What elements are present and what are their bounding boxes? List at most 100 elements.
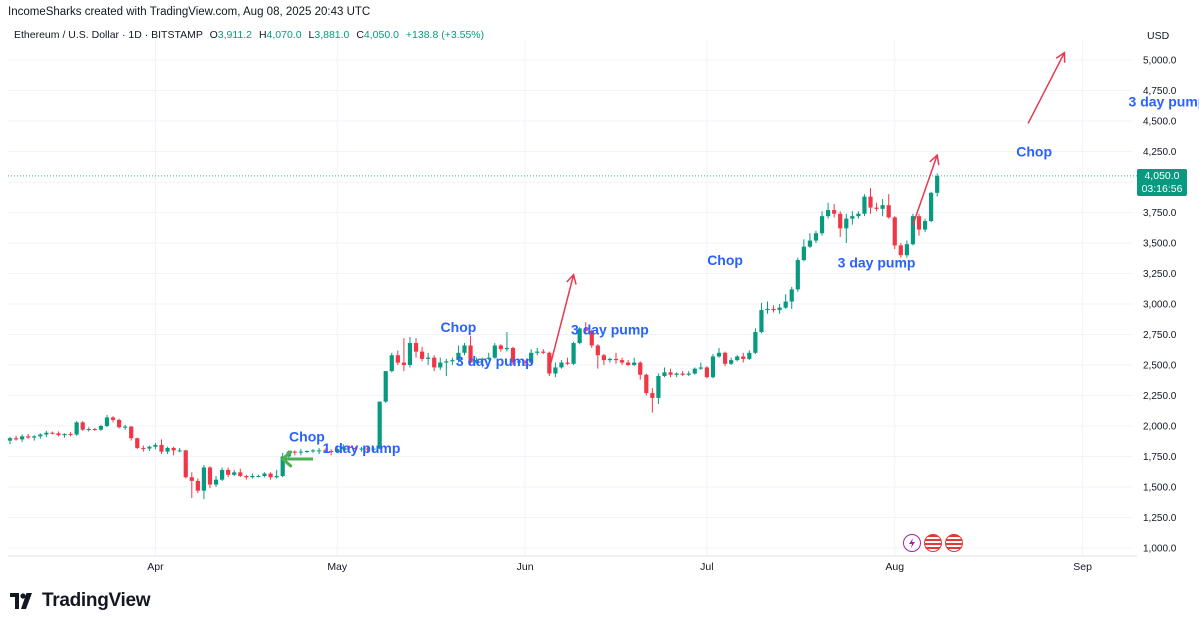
candle-up: [462, 345, 467, 353]
low-label: L: [308, 29, 315, 41]
axes: 1,000.0 1,250.0 1,500.0 1,750.0 2,000.0 2,250…: [8, 56, 1177, 573]
y-tick-label: 1,000.0: [1143, 544, 1177, 555]
tradingview-logo[interactable]: TradingView: [10, 590, 151, 612]
candle-up: [571, 343, 576, 364]
candle-up: [316, 450, 322, 452]
symbol-name[interactable]: Ethereum / U.S. Dollar · 1D · BITSTAMP: [14, 29, 203, 41]
candle-down: [601, 355, 606, 361]
candles: [7, 173, 940, 500]
tradingview-wordmark: TradingView: [42, 590, 151, 611]
candle-up: [389, 355, 394, 372]
candle-down: [704, 367, 709, 378]
candle-up: [922, 221, 928, 230]
last-price-badge: 4,050.0 03:16:56: [1137, 169, 1187, 196]
candle-up: [201, 467, 207, 491]
y-tick-label: 2,500.0: [1143, 361, 1177, 372]
candle-up: [783, 301, 788, 308]
candle-down: [832, 210, 837, 214]
candle-down: [741, 356, 746, 359]
candle-down: [68, 433, 73, 435]
candle-up: [535, 351, 540, 353]
candle-down: [838, 213, 843, 229]
candle-down: [401, 362, 406, 365]
candle-down: [171, 447, 176, 451]
candle-down: [116, 419, 122, 428]
candle-up: [674, 373, 679, 375]
high-value: 4,070.0: [266, 29, 302, 41]
candle-down: [92, 429, 97, 431]
candle-up: [177, 450, 182, 452]
us-flag-icon[interactable]: [924, 534, 942, 552]
candle-down: [583, 328, 588, 331]
candle-down: [129, 426, 134, 439]
candle-down: [110, 417, 116, 420]
candle-up: [692, 368, 697, 374]
candle-up: [716, 352, 722, 357]
candle-down: [244, 476, 249, 478]
candle-up: [765, 308, 770, 311]
candle-up: [123, 426, 128, 428]
x-tick-label: Jul: [700, 561, 713, 573]
candle-down: [323, 450, 328, 452]
lightning-icon[interactable]: [903, 534, 921, 552]
candle-up: [753, 332, 758, 353]
candle-up: [147, 446, 152, 449]
candle-up: [929, 192, 934, 222]
candle-up: [262, 473, 267, 477]
candle-down: [589, 330, 594, 346]
symbol-legend: Ethereum / U.S. Dollar · 1D · BITSTAMP O…: [14, 29, 484, 41]
candle-up: [729, 360, 734, 364]
candle-up: [86, 429, 91, 431]
candle-up: [371, 448, 376, 450]
candle-up: [529, 352, 534, 363]
candle-down: [207, 467, 213, 485]
candle-up: [813, 233, 819, 241]
y-tick-label: 3,500.0: [1143, 239, 1177, 250]
y-tick-label: 3,250.0: [1143, 269, 1177, 280]
low-value: 3,881.0: [314, 29, 350, 41]
last-price: 4,050.0: [1144, 170, 1180, 182]
candle-down: [619, 360, 625, 363]
y-tick-label: 5,000.0: [1143, 56, 1177, 67]
candle-down: [56, 433, 61, 436]
candle-up: [474, 360, 479, 363]
candle-up: [844, 218, 849, 229]
annotation-label: 3 day pump: [571, 322, 649, 338]
candle-down: [523, 361, 528, 363]
annotation-label: Chop: [441, 319, 477, 335]
candle-up: [274, 476, 279, 478]
candle-up: [74, 422, 79, 435]
event-icons: [903, 534, 963, 552]
candle-down: [468, 345, 473, 363]
candle-down: [135, 438, 140, 448]
candle-up: [298, 451, 303, 453]
candle-up: [516, 361, 522, 363]
candle-down: [26, 436, 31, 438]
candle-up: [777, 307, 782, 311]
candle-down: [668, 372, 673, 375]
trend-arrow-head: [929, 153, 940, 166]
currency-label[interactable]: USD: [1147, 30, 1170, 42]
y-tick-label: 3,000.0: [1143, 300, 1177, 311]
candle-up: [480, 358, 485, 361]
candle-down: [329, 451, 334, 453]
high-label: H: [258, 29, 267, 41]
candle-up: [735, 356, 740, 361]
candle-down: [510, 347, 516, 363]
candle-up: [698, 367, 703, 369]
x-tick-label: May: [327, 561, 348, 573]
annotation-label: 3 day pump: [1129, 93, 1199, 109]
x-tick-label: Aug: [885, 561, 904, 573]
candle-up: [153, 444, 158, 447]
us-flag-icon[interactable]: [945, 534, 963, 552]
chart-attribution: IncomeSharks created with TradingView.co…: [8, 6, 371, 18]
candle-down: [292, 451, 297, 453]
candle-up: [607, 358, 613, 361]
candle-down: [771, 308, 776, 311]
candle-up: [710, 356, 716, 378]
candle-up: [280, 456, 285, 477]
candle-down: [365, 448, 370, 450]
y-tick-label: 4,250.0: [1143, 147, 1177, 158]
